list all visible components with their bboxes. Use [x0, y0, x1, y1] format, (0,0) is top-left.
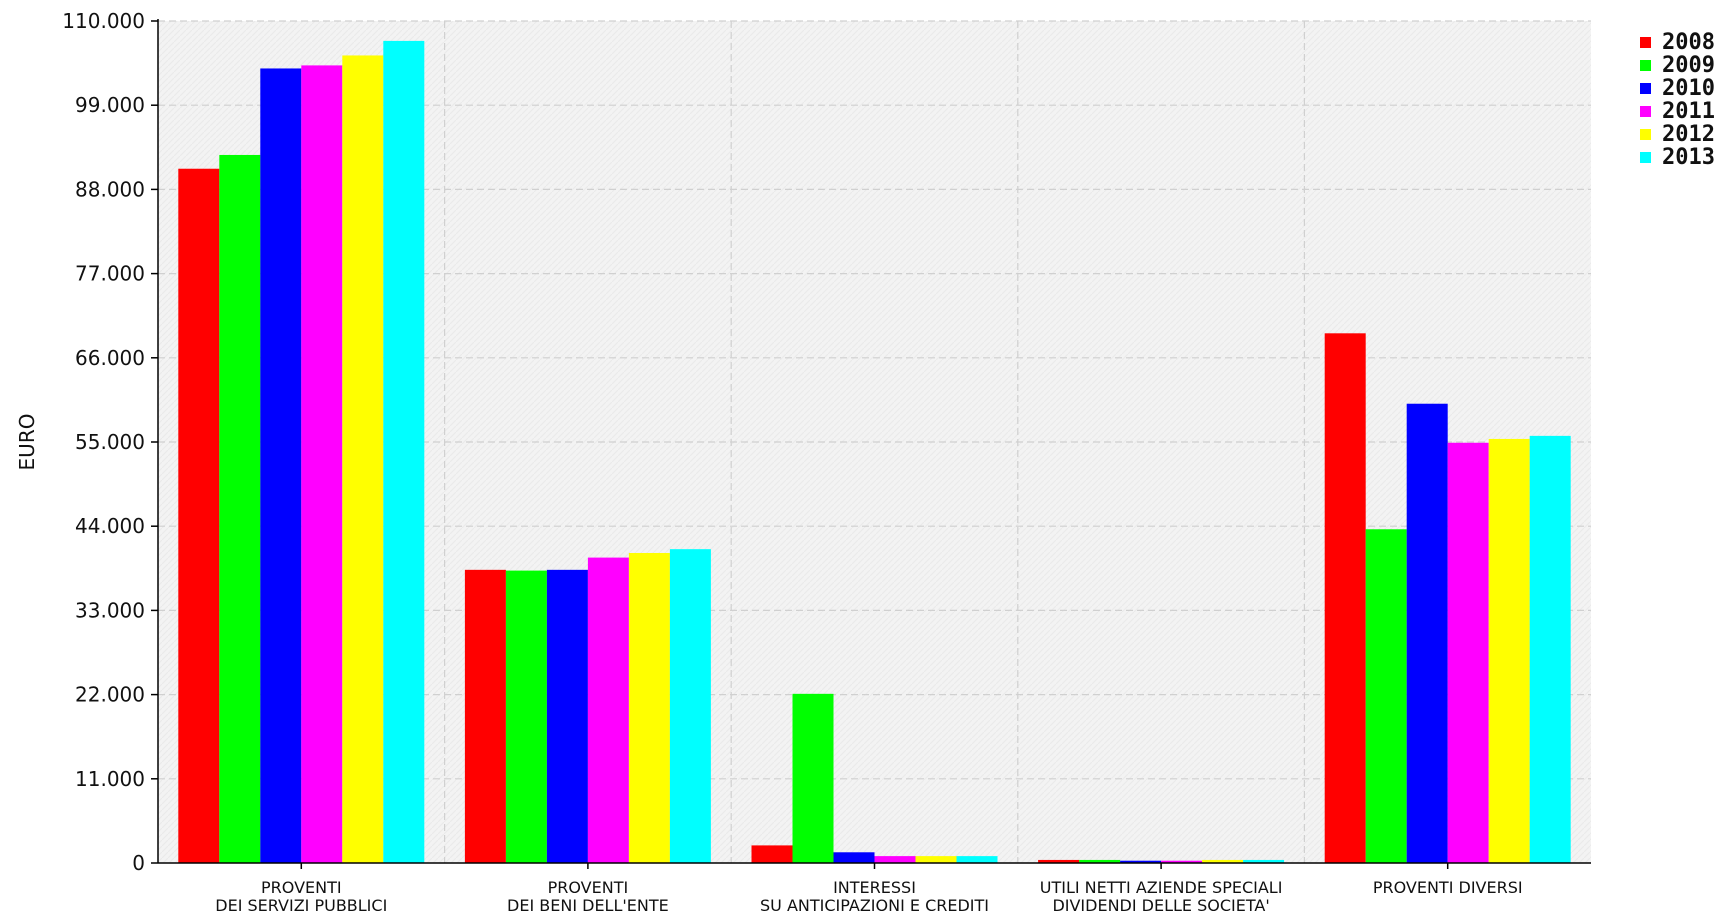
bar-2011-cat-2 [587, 557, 629, 863]
x-category-label: PROVENTI [548, 878, 629, 897]
bar-2010-cat-1 [260, 68, 302, 863]
x-category-label: SU ANTICIPAZIONI E CREDITI [760, 896, 989, 915]
y-tick-label: 110.000 [62, 9, 145, 33]
bar-2008-cat-2 [464, 569, 506, 863]
bar-2009-cat-3 [792, 693, 834, 863]
bar-2010-cat-5 [1406, 403, 1448, 863]
bar-2008-cat-4 [1038, 859, 1080, 863]
x-category-label: PROVENTI [261, 878, 342, 897]
legend-label-2012: 2012 [1662, 122, 1715, 147]
x-category-label: DIVIDENDI DELLE SOCIETA' [1052, 896, 1269, 915]
bar-2009-cat-1 [219, 154, 261, 864]
legend-label-2011: 2011 [1662, 99, 1715, 124]
bar-2013-cat-5 [1529, 435, 1571, 863]
legend-swatch-2010 [1640, 83, 1651, 94]
y-tick-label: 33.000 [75, 598, 145, 622]
y-tick-label: 88.000 [75, 177, 145, 201]
bar-2013-cat-3 [956, 856, 998, 863]
y-axis-title: EURO [15, 414, 39, 471]
bar-2013-cat-1 [383, 40, 425, 864]
y-tick-label: 11.000 [75, 767, 145, 791]
axes [151, 19, 1591, 869]
legend-label-2013: 2013 [1662, 145, 1715, 170]
bar-2011-cat-3 [874, 856, 916, 863]
bar-2012-cat-5 [1488, 438, 1530, 863]
y-tick-label: 99.000 [75, 93, 145, 117]
bar-2011-cat-4 [1161, 860, 1203, 863]
legend-swatch-2011 [1640, 106, 1651, 117]
bar-2012-cat-3 [915, 856, 957, 863]
y-tick-label: 55.000 [75, 430, 145, 454]
bar-2010-cat-3 [833, 852, 875, 863]
legend-label-2008: 2008 [1662, 30, 1715, 55]
x-category-label: PROVENTI DIVERSI [1373, 878, 1523, 897]
x-category-label: INTERESSI [833, 878, 916, 897]
bar-2013-cat-2 [669, 549, 711, 863]
y-tick-label: 22.000 [75, 683, 145, 707]
y-tick-label: 44.000 [75, 514, 145, 538]
bar-2010-cat-2 [546, 569, 588, 863]
x-category-label: DEI SERVIZI PUBBLICI [215, 896, 387, 915]
bar-2013-cat-4 [1243, 859, 1285, 863]
bar-2011-cat-1 [301, 65, 343, 863]
bar-2009-cat-2 [505, 570, 547, 863]
bars [178, 40, 1571, 864]
bar-2012-cat-4 [1202, 859, 1244, 863]
bar-2012-cat-1 [342, 55, 384, 864]
bar-2009-cat-4 [1079, 859, 1121, 863]
legend-label-2010: 2010 [1662, 76, 1715, 101]
bar-2011-cat-5 [1447, 442, 1489, 863]
y-tick-label: 66.000 [75, 346, 145, 370]
bar-2012-cat-2 [628, 552, 670, 863]
legend-swatch-2013 [1640, 152, 1651, 163]
y-tick-label: 0 [132, 851, 145, 875]
y-tick-label: 77.000 [75, 262, 145, 286]
bar-2008-cat-1 [178, 168, 220, 863]
legend-label-2009: 2009 [1662, 53, 1715, 78]
legend-swatch-2008 [1640, 37, 1651, 48]
bar-2008-cat-5 [1324, 333, 1366, 864]
legend-swatch-2009 [1640, 60, 1651, 71]
legend-box [1622, 25, 1730, 171]
bar-2009-cat-5 [1365, 529, 1407, 863]
bar-2010-cat-4 [1120, 860, 1162, 863]
x-category-label: DEI BENI DELL'ENTE [507, 896, 669, 915]
x-category-label: UTILI NETTI AZIENDE SPECIALI [1040, 878, 1283, 897]
bar-2008-cat-3 [751, 845, 793, 863]
y-tick-labels: 0 11.000 22.000 33.000 44.000 55.000 66.000 77.… [62, 9, 145, 875]
legend-swatch-2012 [1640, 129, 1651, 140]
